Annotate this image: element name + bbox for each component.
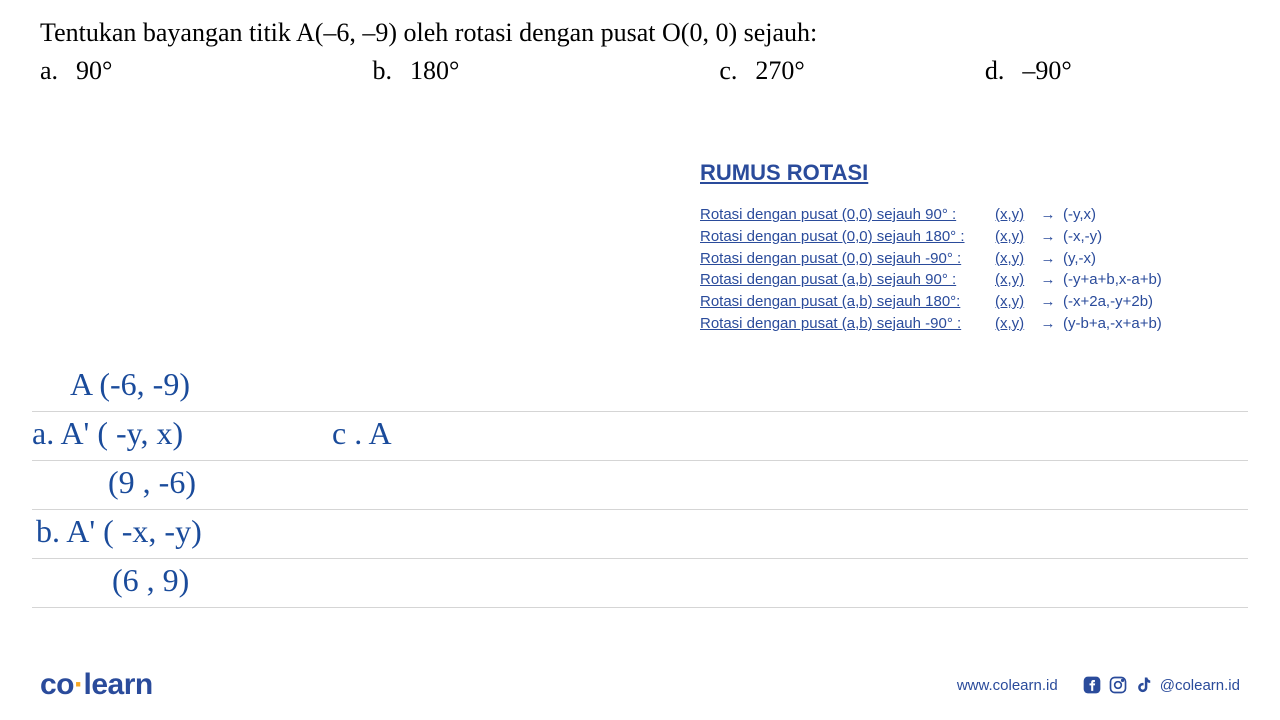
formula-desc: Rotasi dengan pusat (a,b) sejauh 180°: xyxy=(700,291,995,313)
formula-desc: Rotasi dengan pusat (a,b) sejauh 90° : xyxy=(700,269,995,291)
option-a: a.90° xyxy=(40,56,112,86)
formula-row: Rotasi dengan pusat (a,b) sejauh -90° :(… xyxy=(700,313,1240,335)
handwritten-text: c . A xyxy=(332,415,392,452)
formula-result: (y,-x) xyxy=(1063,248,1240,270)
facebook-icon xyxy=(1082,675,1102,695)
arrow-icon: → xyxy=(1033,269,1063,291)
footer: co·learn www.colearn.id @colearn.id xyxy=(40,668,1240,702)
tiktok-icon xyxy=(1134,675,1154,695)
formula-row: Rotasi dengan pusat (a,b) sejauh 90° :(x… xyxy=(700,269,1240,291)
formula-xy: (x,y) xyxy=(995,269,1033,291)
option-d: d.–90° xyxy=(985,56,1072,86)
instagram-icon xyxy=(1108,675,1128,695)
handwritten-text: a. A' ( -y, x) xyxy=(32,415,183,452)
arrow-icon: → xyxy=(1033,226,1063,248)
formula-xy: (x,y) xyxy=(995,204,1033,226)
formula-xy: (x,y) xyxy=(995,291,1033,313)
handwritten-text: A (-6, -9) xyxy=(70,366,190,403)
formula-result: (y-b+a,-x+a+b) xyxy=(1063,313,1240,335)
option-b: b.180° xyxy=(372,56,459,86)
notebook-rule xyxy=(32,509,1248,510)
formula-xy: (x,y) xyxy=(995,226,1033,248)
formula-title: RUMUS ROTASI xyxy=(700,160,1240,186)
formula-result: (-y+a+b,x-a+b) xyxy=(1063,269,1240,291)
notebook-rule xyxy=(32,558,1248,559)
formula-xy: (x,y) xyxy=(995,248,1033,270)
social-group: @colearn.id xyxy=(1082,675,1240,695)
formula-row: Rotasi dengan pusat (0,0) sejauh -90° :(… xyxy=(700,248,1240,270)
notebook-rule xyxy=(32,460,1248,461)
brand-logo: co·learn xyxy=(40,668,153,702)
handwritten-text: (6 , 9) xyxy=(112,562,189,599)
footer-url: www.colearn.id xyxy=(957,677,1058,694)
notebook-rule xyxy=(32,607,1248,608)
option-c: c.270° xyxy=(719,56,804,86)
formula-xy: (x,y) xyxy=(995,313,1033,335)
handwritten-text: b. A' ( -x, -y) xyxy=(36,513,202,550)
formula-desc: Rotasi dengan pusat (0,0) sejauh 180° : xyxy=(700,226,995,248)
formula-desc: Rotasi dengan pusat (0,0) sejauh 90° : xyxy=(700,204,995,226)
formula-result: (-y,x) xyxy=(1063,204,1240,226)
formula-row: Rotasi dengan pusat (0,0) sejauh 180° :(… xyxy=(700,226,1240,248)
formula-desc: Rotasi dengan pusat (a,b) sejauh -90° : xyxy=(700,313,995,335)
arrow-icon: → xyxy=(1033,248,1063,270)
formula-row: Rotasi dengan pusat (a,b) sejauh 180°:(x… xyxy=(700,291,1240,313)
formula-desc: Rotasi dengan pusat (0,0) sejauh -90° : xyxy=(700,248,995,270)
question-text: Tentukan bayangan titik A(–6, –9) oleh r… xyxy=(40,18,1240,48)
arrow-icon: → xyxy=(1033,204,1063,226)
formula-box: RUMUS ROTASI Rotasi dengan pusat (0,0) s… xyxy=(700,160,1240,335)
arrow-icon: → xyxy=(1033,291,1063,313)
arrow-icon: → xyxy=(1033,313,1063,335)
formula-row: Rotasi dengan pusat (0,0) sejauh 90° :(x… xyxy=(700,204,1240,226)
question-area: Tentukan bayangan titik A(–6, –9) oleh r… xyxy=(0,0,1280,86)
formula-result: (-x,-y) xyxy=(1063,226,1240,248)
handwritten-text: (9 , -6) xyxy=(108,464,196,501)
notebook-rule xyxy=(32,411,1248,412)
social-handle: @colearn.id xyxy=(1160,677,1240,694)
footer-right: www.colearn.id @colearn.id xyxy=(957,675,1240,695)
options-row: a.90° b.180° c.270° d.–90° xyxy=(40,56,1240,86)
formula-rows: Rotasi dengan pusat (0,0) sejauh 90° :(x… xyxy=(700,204,1240,335)
formula-result: (-x+2a,-y+2b) xyxy=(1063,291,1240,313)
